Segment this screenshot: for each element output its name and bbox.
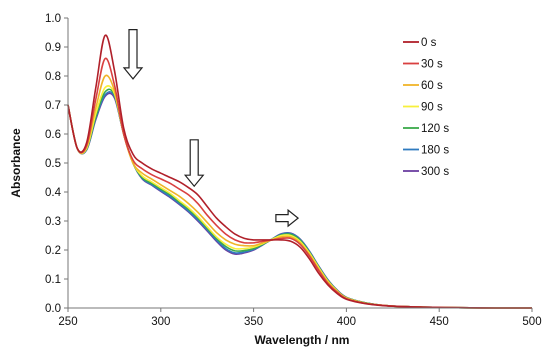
y-tick-label: 0.4 (45, 187, 62, 199)
down-arrow-icon (183, 139, 205, 188)
legend-label: 300 s (421, 166, 449, 178)
x-tick-label: 500 (522, 316, 541, 328)
legend-label: 120 s (421, 123, 449, 135)
annotations (122, 29, 300, 228)
series-line-4 (67, 88, 532, 309)
legend-label: 60 s (421, 80, 443, 92)
y-tick-label: 0.7 (45, 100, 61, 112)
legend-label: 90 s (421, 102, 443, 114)
y-tick-label: 0.9 (45, 42, 61, 54)
series-line-2 (67, 74, 532, 309)
x-tick-label: 350 (244, 316, 263, 328)
legend: 0 s 30 s 60 s 90 s 120 s 180 s 300 s (403, 37, 449, 178)
y-tick-label: 0.6 (45, 129, 61, 141)
y-axis-title: Absorbance (9, 128, 23, 198)
series-line-5 (67, 90, 532, 309)
plot-area (67, 34, 532, 309)
x-tick-label: 450 (430, 316, 449, 328)
x-tick-label: 250 (58, 316, 77, 328)
y-tick-label: 0.2 (45, 245, 61, 257)
legend-label: 180 s (421, 145, 449, 157)
y-tick-label: 0.5 (45, 158, 61, 170)
y-tick-label: 0.1 (45, 274, 61, 286)
y-tick-label: 0.3 (45, 216, 61, 228)
y-tick-label: 0.8 (45, 71, 61, 83)
legend-label: 30 s (421, 59, 443, 71)
series-line-3 (67, 85, 532, 309)
x-axis-title: Wavelength / nm (255, 333, 350, 347)
right-arrow-icon (275, 208, 300, 228)
y-tick-label: 1.0 (45, 13, 61, 25)
y-tick-label: 0.0 (45, 303, 61, 315)
axes: 0.0 0.1 0.2 0.3 0.4 0.5 0.6 0.7 0.8 0.9 1.0 250 300 3… (45, 13, 542, 328)
x-tick-label: 400 (337, 316, 356, 328)
series-line-0 (67, 34, 532, 309)
down-arrow-icon (122, 29, 144, 80)
legend-label: 0 s (421, 37, 437, 49)
series-line-6 (67, 92, 532, 309)
x-tick-label: 300 (151, 316, 170, 328)
series-line-1 (67, 57, 532, 309)
